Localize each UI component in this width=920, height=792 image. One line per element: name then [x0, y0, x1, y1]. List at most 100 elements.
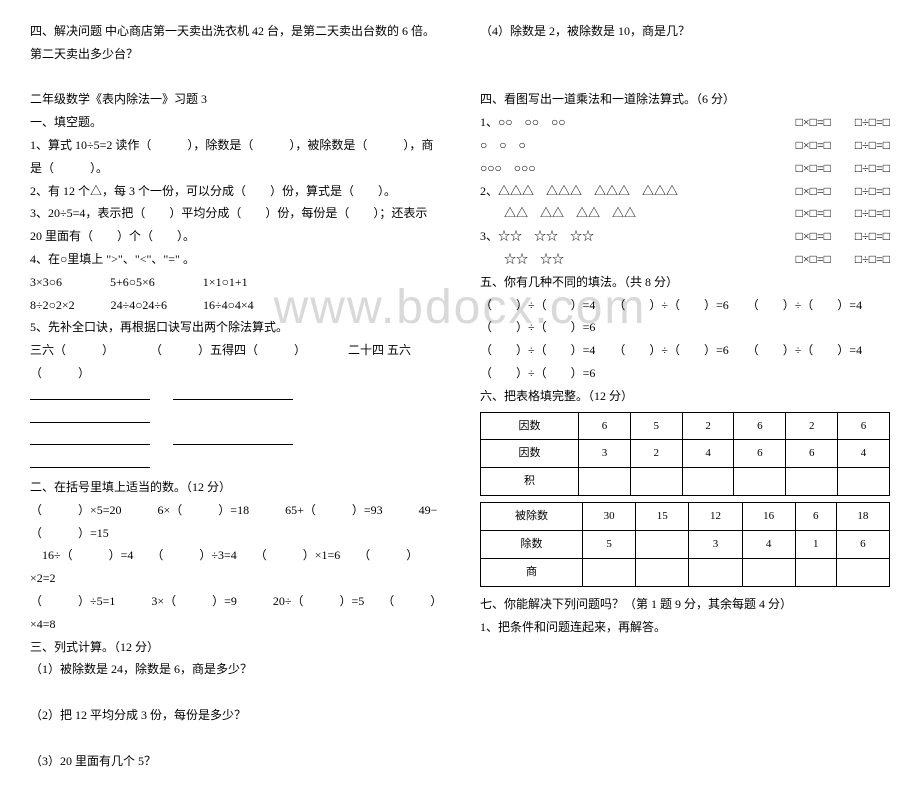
box-eq-div: □÷□=□ — [855, 252, 890, 266]
table-cell — [682, 468, 734, 496]
s2-rowA: （ ）×5=20 6×（ ）=18 65+（ ）=93 49−（ ）=15 — [30, 499, 440, 545]
section5-title: 五、你有几种不同的填法。（共 8 分） — [480, 271, 890, 294]
fig-row5: △△ △△ △△ △△ □×□=□ □÷□=□ — [480, 202, 890, 225]
table-row: 除数 5 3 4 1 6 — [481, 531, 890, 559]
fig-row2: ○ ○ ○ □×□=□ □÷□=□ — [480, 134, 890, 157]
blank-line-row1 — [30, 385, 440, 431]
fig-row3: ○○○ ○○○ □×□=□ □÷□=□ — [480, 157, 890, 180]
table-cell: 6 — [836, 531, 889, 559]
q-top: （4）除数是 2，被除数是 10，商是几？ — [480, 20, 890, 43]
section1-title: 一、填空题。 — [30, 111, 440, 134]
s2-rowC: （ ）÷5=1 3×（ ）=9 20÷（ ）=5 （ ）×4=8 — [30, 590, 440, 636]
table-cell: 6 — [786, 440, 838, 468]
section6-title: 六、把表格填完整。（12 分） — [480, 385, 890, 408]
table-cell: 6 — [734, 412, 786, 440]
s3-item1: （1）被除数是 24，除数是 6，商是多少？ — [30, 658, 440, 681]
table-cell: 6 — [795, 503, 836, 531]
table-row: 因数 6 5 2 6 2 6 — [481, 412, 890, 440]
table-cell — [636, 531, 689, 559]
section2-title: 二、在括号里填上适当的数。（12 分） — [30, 476, 440, 499]
table-cell: 12 — [689, 503, 742, 531]
fig-row7: ☆☆ ☆☆ □×□=□ □÷□=□ — [480, 248, 890, 271]
table-cell: 积 — [481, 468, 579, 496]
table-cell — [742, 559, 795, 587]
table-cell — [582, 559, 635, 587]
symbols-row: 3、☆☆ ☆☆ ☆☆ — [480, 225, 594, 248]
box-eq-div: □÷□=□ — [855, 229, 890, 243]
table-cell — [795, 559, 836, 587]
table-cell: 4 — [838, 440, 890, 468]
page-wrapper: 四、解决问题 中心商店第一天卖出洗衣机 42 台，是第二天卖出台数的 6 倍。第… — [0, 0, 920, 792]
section7-title: 七、你能解决下列问题吗？（第 1 题 9 分，其余每题 4 分） — [480, 593, 890, 616]
table-cell: 6 — [838, 412, 890, 440]
box-eq-div: □÷□=□ — [855, 115, 890, 129]
box-eq-div: □÷□=□ — [855, 206, 890, 220]
table-cell: 2 — [682, 412, 734, 440]
s7-item1: 1、把条件和问题连起来，再解答。 — [480, 616, 890, 639]
section3-title: 三、列式计算。（12 分） — [30, 636, 440, 659]
blank-line-row2 — [30, 430, 440, 476]
s2-rowB: 16÷（ ）=4 （ ）÷3=4 （ ）×1=6 （ ）×2=2 — [30, 544, 440, 590]
symbols-row: ☆☆ ☆☆ — [480, 248, 564, 271]
table-cell: 因数 — [481, 412, 579, 440]
q4-problem: 四、解决问题 中心商店第一天卖出洗衣机 42 台，是第二天卖出台数的 6 倍。第… — [30, 20, 440, 66]
s1-item5a: 三六（ ） （ ）五得四（ ） 二十四 五六 — [30, 339, 440, 362]
blank-underline — [173, 430, 293, 445]
box-eq-mul: □×□=□ — [796, 138, 831, 152]
blank-underline — [173, 385, 293, 400]
table-cell: 被除数 — [481, 503, 583, 531]
fig-row6: 3、☆☆ ☆☆ ☆☆ □×□=□ □÷□=□ — [480, 225, 890, 248]
left-column: 四、解决问题 中心商店第一天卖出洗衣机 42 台，是第二天卖出台数的 6 倍。第… — [30, 20, 440, 772]
table-cell: 1 — [795, 531, 836, 559]
table-cell — [636, 559, 689, 587]
table-cell: 2 — [630, 440, 682, 468]
table-row: 积 — [481, 468, 890, 496]
table-cell — [838, 468, 890, 496]
box-eq-mul: □×□=□ — [796, 115, 831, 129]
symbols-row: △△ △△ △△ △△ — [480, 202, 636, 225]
table-row: 商 — [481, 559, 890, 587]
blank-underline — [30, 385, 150, 400]
worksheet-title: 二年级数学《表内除法一》习题 3 — [30, 88, 440, 111]
box-eq-div: □÷□=□ — [855, 161, 890, 175]
table-cell: 6 — [579, 412, 631, 440]
table-cell: 因数 — [481, 440, 579, 468]
blank-underline — [30, 453, 150, 468]
s1-item3: 3、20÷5=4，表示把（ ）平均分成（ ）份，每份是（ ）；还表示 20 里面… — [30, 202, 440, 248]
table-cell — [579, 468, 631, 496]
table-cell: 4 — [742, 531, 795, 559]
box-eq-div: □÷□=□ — [855, 138, 890, 152]
s5-rowB: （ ）÷（ ）=4 （ ）÷（ ）=6 （ ）÷（ ）=4 （ ）÷（ ）=6 — [480, 339, 890, 385]
s1-item1: 1、算式 10÷5=2 读作（ ），除数是（ ），被除数是（ ），商是（ ）。 — [30, 134, 440, 180]
fig-row4: 2、△△△ △△△ △△△ △△△ □×□=□ □÷□=□ — [480, 180, 890, 203]
s3-item2: （2）把 12 平均分成 3 份，每份是多少？ — [30, 704, 440, 727]
table-cell: 3 — [689, 531, 742, 559]
table-cell: 3 — [579, 440, 631, 468]
s1-item4: 4、在○里填上 ">"、"<"、"=" 。 — [30, 248, 440, 271]
right-column: （4）除数是 2，被除数是 10，商是几？ 四、看图写出一道乘法和一道除法算式。… — [480, 20, 890, 772]
symbols-row: 2、△△△ △△△ △△△ △△△ — [480, 180, 678, 203]
table-row: 被除数 30 15 12 16 6 18 — [481, 503, 890, 531]
table-cell: 5 — [630, 412, 682, 440]
s1-item5b: （ ） — [30, 362, 440, 385]
table-cell: 16 — [742, 503, 795, 531]
table-cell — [734, 468, 786, 496]
table-cell: 15 — [636, 503, 689, 531]
box-eq-mul: □×□=□ — [796, 161, 831, 175]
table-cell: 除数 — [481, 531, 583, 559]
table-cell: 商 — [481, 559, 583, 587]
blank-underline — [30, 430, 150, 445]
table-cell: 5 — [582, 531, 635, 559]
s5-rowA: （ ）÷（ ）=4 （ ）÷（ ）=6 （ ）÷（ ）=4 （ ）÷（ ）=6 — [480, 294, 890, 340]
dividend-table: 被除数 30 15 12 16 6 18 除数 5 3 4 1 6 商 — [480, 502, 890, 587]
box-eq-mul: □×□=□ — [796, 206, 831, 220]
table-cell — [689, 559, 742, 587]
box-eq-div: □÷□=□ — [855, 184, 890, 198]
s1-item4b: 8÷2○2×2 24÷4○24÷6 16÷4○4×4 — [30, 294, 440, 317]
symbols-row: ○ ○ ○ — [480, 134, 526, 157]
table-cell — [836, 559, 889, 587]
symbols-row: 1、○○ ○○ ○○ — [480, 111, 566, 134]
s1-item4a: 3×3○6 5+6○5×6 1×1○1+1 — [30, 271, 440, 294]
symbols-row: ○○○ ○○○ — [480, 157, 536, 180]
factor-table: 因数 6 5 2 6 2 6 因数 3 2 4 6 6 4 积 — [480, 412, 890, 497]
